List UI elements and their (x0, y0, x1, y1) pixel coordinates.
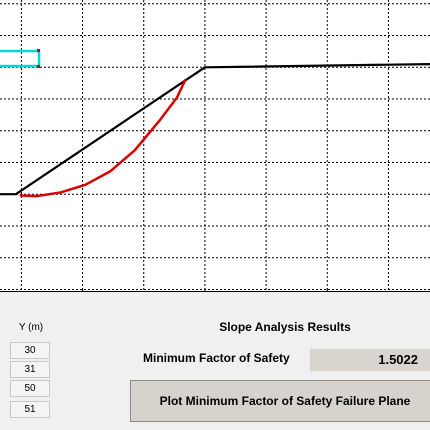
cyan-marker (0, 51, 39, 66)
slope-plot: 6080100 (0, 0, 430, 292)
fos-value: 1.5022 (310, 349, 430, 371)
y-value-cell[interactable]: 50 (10, 380, 50, 397)
results-title: Slope Analysis Results (210, 320, 360, 334)
plot-failure-plane-button[interactable]: Plot Minimum Factor of Safety Failure Pl… (130, 380, 430, 422)
slope-profile-line (0, 64, 430, 194)
y-column-header: Y (m) (12, 322, 50, 333)
slope-plot-svg: 6080100 (0, 0, 430, 292)
y-value-cell[interactable]: 31 (10, 361, 50, 378)
marker-corner-handle-top (37, 49, 40, 52)
y-value-cell[interactable]: 51 (10, 401, 50, 418)
marker-corner-handle (37, 65, 40, 68)
fos-label: Minimum Factor of Safety (143, 351, 290, 365)
y-value-cell[interactable]: 30 (10, 342, 50, 359)
control-panel: Y (m) 30 31 50 51 Slope Analysis Results… (0, 292, 430, 430)
